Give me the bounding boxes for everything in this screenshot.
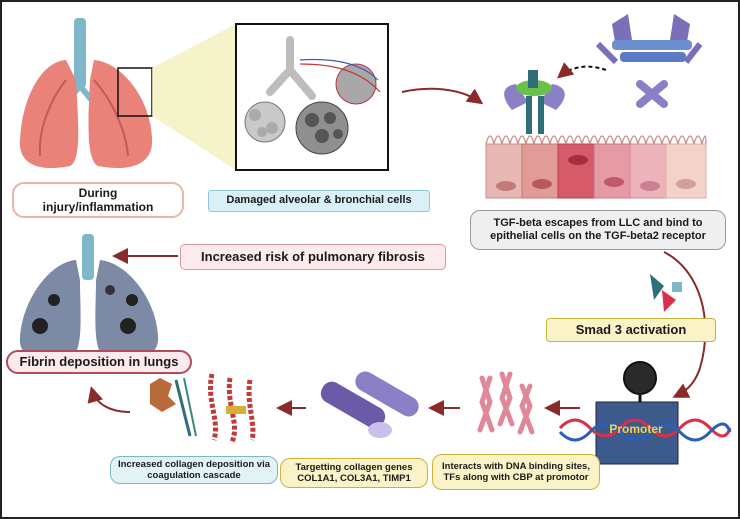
epithelial-cells-icon bbox=[486, 136, 706, 198]
fibrin-label: Fibrin deposition in lungs bbox=[6, 350, 192, 374]
promoter-label: Promoter bbox=[604, 418, 668, 440]
injury-label: During injury/inflammation bbox=[12, 182, 184, 218]
fibrosis-risk-label: Increased risk of pulmonary fibrosis bbox=[180, 244, 446, 270]
alveoli-zoom-icon bbox=[236, 24, 388, 170]
tgf-beta-label: TGF-beta escapes from LLC and bind to ep… bbox=[470, 210, 726, 250]
smad3-label: Smad 3 activation bbox=[546, 318, 716, 342]
damaged-cells-label: Damaged alveolar & bronchial cells bbox=[208, 190, 430, 212]
targeting-genes-label: Targetting collagen genes COL1A1, COL3A1… bbox=[280, 458, 428, 488]
collagen-deposition-label: Increased collagen deposition via coagul… bbox=[110, 456, 278, 484]
dna-binding-label: Interacts with DNA binding sites, TFs al… bbox=[432, 454, 600, 490]
